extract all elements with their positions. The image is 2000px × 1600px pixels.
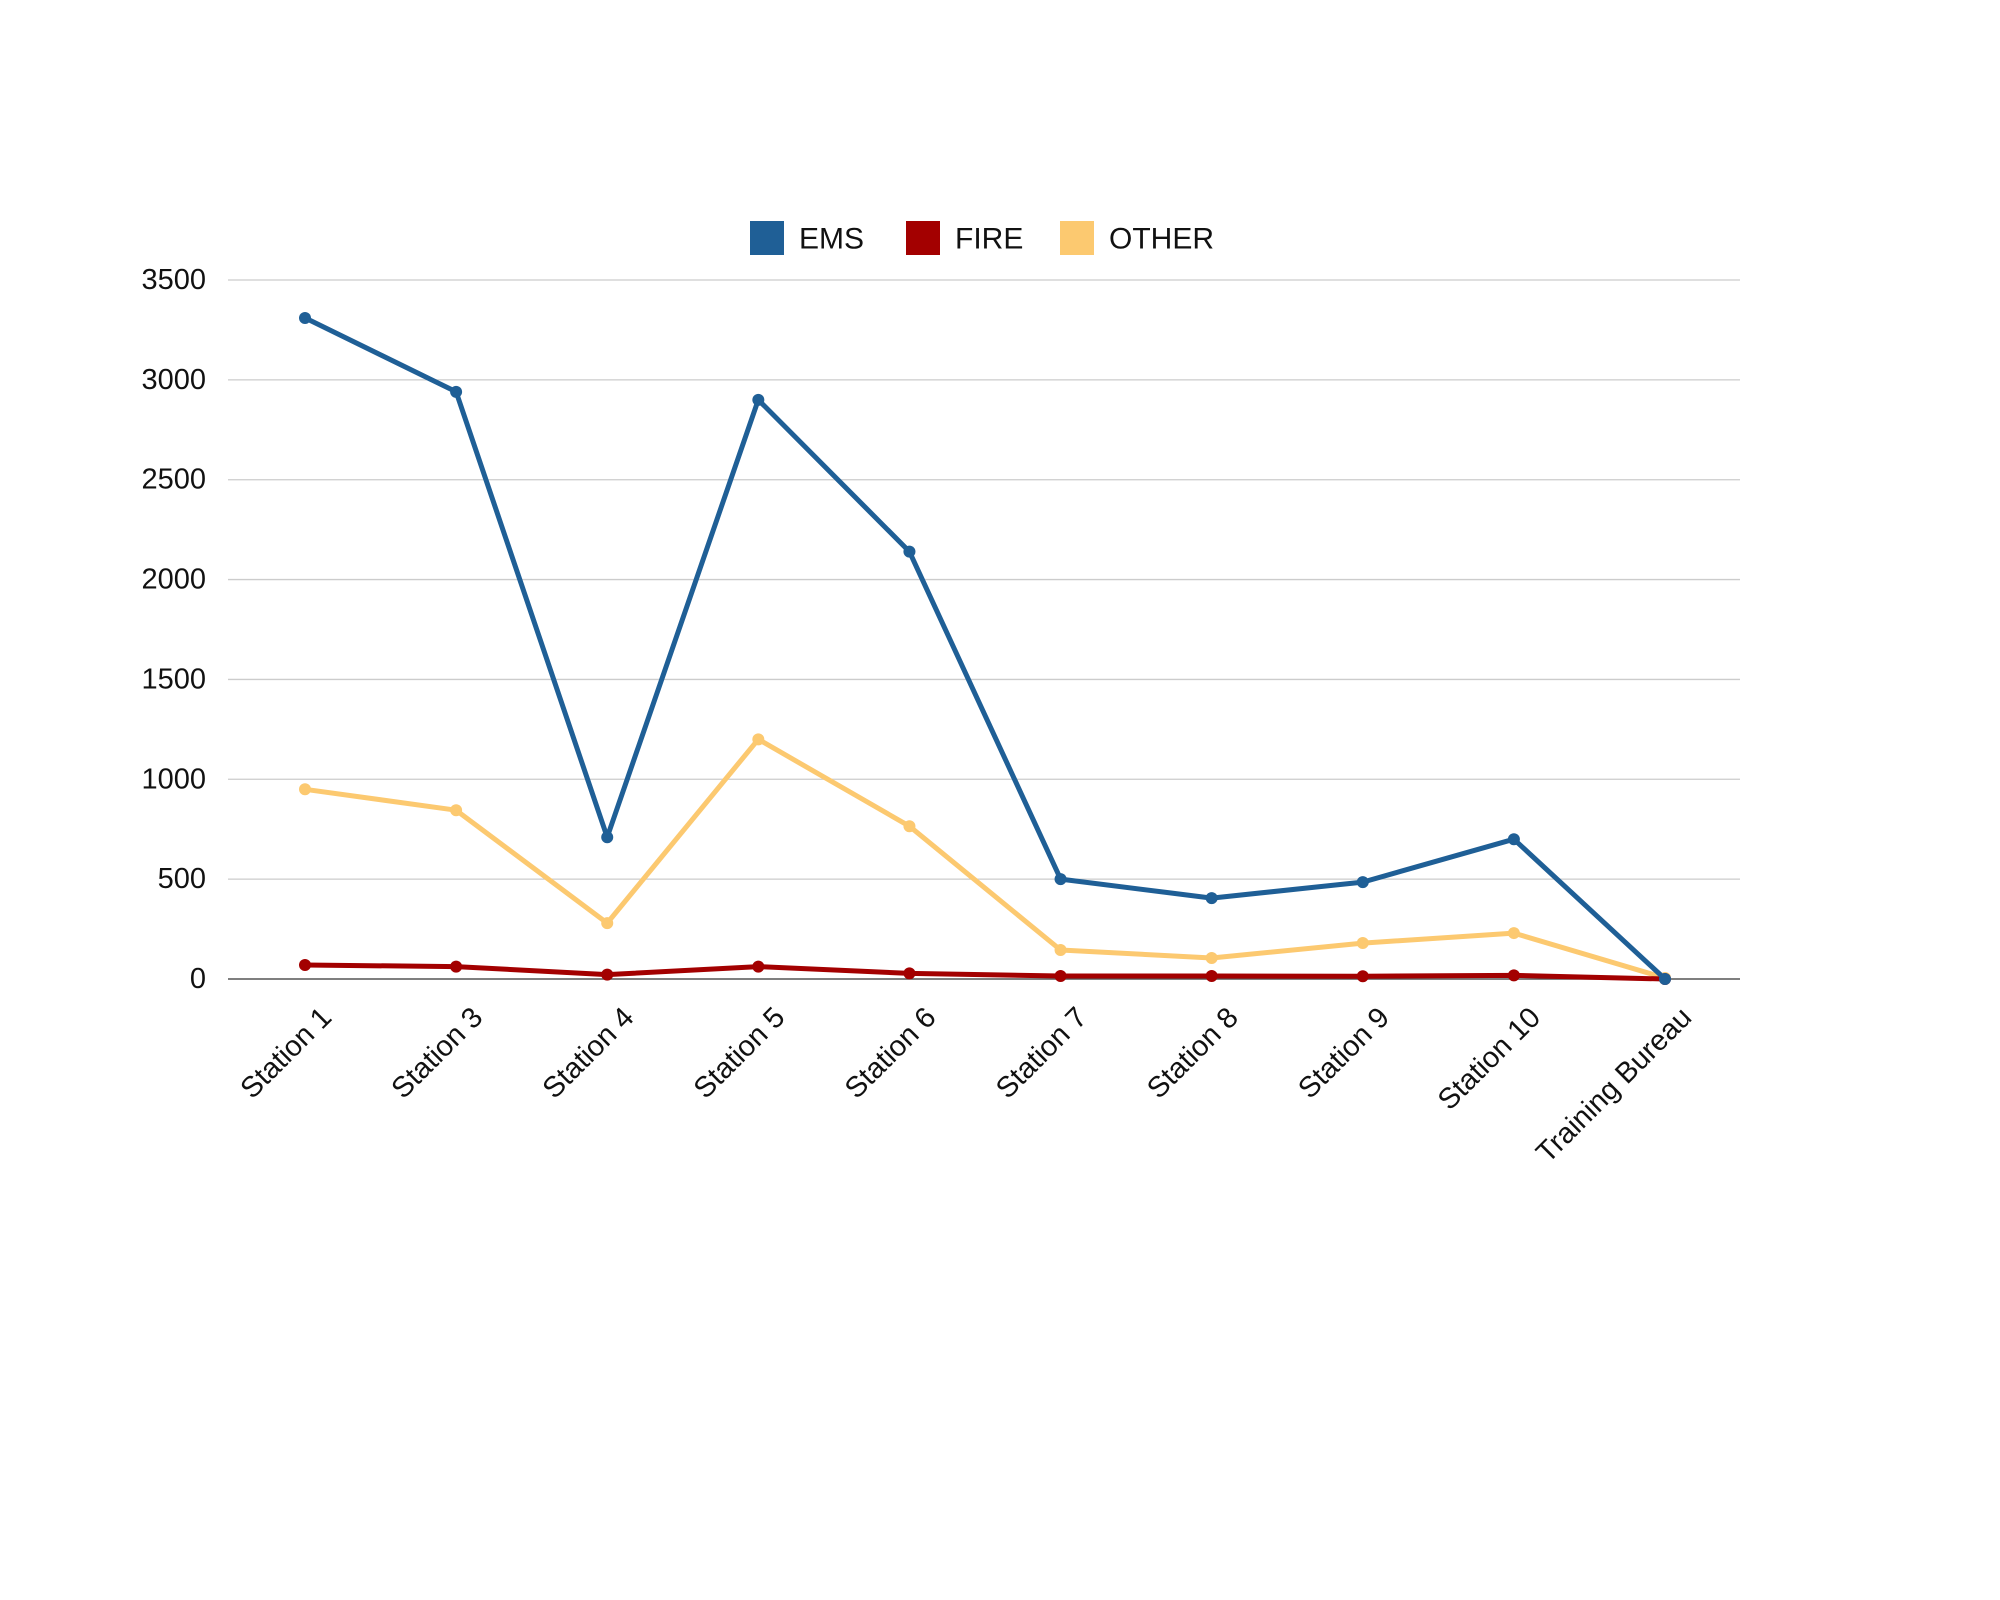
legend-swatch-other [1060,221,1094,255]
data-point-other [1507,927,1520,940]
data-point-ems [1356,876,1369,889]
y-tick-label: 500 [158,863,206,895]
legend-label-other: OTHER [1109,223,1214,256]
series-line-fire [302,962,1668,982]
y-tick-label: 1000 [141,763,206,795]
data-point-ems [1205,892,1218,905]
y-tick-label: 2500 [141,464,206,496]
axes: 0 500 1000 1500 2000 2500 3000 3500 Station 1 Sta… [141,264,1698,1169]
gridlines [228,279,1740,980]
data-point-other [1356,937,1369,950]
data-point-fire [601,968,614,981]
y-tick-label: 2000 [141,564,206,596]
data-point-ems [299,311,311,324]
data-point-other [299,783,311,796]
x-tick-label: Station 7 [990,1001,1094,1105]
data-point-fire [1356,970,1369,983]
data-point-other [752,733,765,746]
data-point-fire [1507,969,1520,982]
x-tick-label: Station 9 [1292,1001,1396,1105]
x-tick-label: Station 8 [1141,1001,1245,1105]
series-line-other [302,736,1668,981]
data-point-other [1205,952,1218,965]
data-point-fire [752,960,765,973]
data-point-other [450,804,463,817]
series-layer [299,311,1671,985]
data-point-other [1054,944,1067,957]
y-tick-label: 3000 [141,364,206,396]
data-point-ems [752,393,765,406]
data-point-fire [1205,970,1218,983]
x-tick-label: Station 1 [235,1001,339,1105]
data-point-ems [601,831,614,844]
y-tick-label: 3500 [141,264,206,296]
data-point-fire [450,960,463,973]
legend-swatch-ems [750,221,784,255]
data-point-ems [903,545,916,558]
x-tick-label: Station 3 [386,1001,490,1105]
data-point-ems [1659,973,1671,985]
data-point-fire [1054,970,1067,983]
legend-label-ems: EMS [799,223,864,256]
legend-swatch-fire [906,221,940,255]
x-tick-label: Training Bureau [1530,1001,1698,1169]
data-point-ems [450,385,463,398]
x-tick-label: Station 5 [688,1001,792,1105]
x-tick-label: Station 6 [839,1001,943,1105]
data-point-ems [1507,833,1520,846]
y-tick-label: 1500 [141,663,206,695]
legend: EMS FIRE OTHER [750,221,1214,256]
series-line-ems [302,315,1668,982]
legend-label-fire: FIRE [955,223,1023,256]
x-tick-label: Station 10 [1432,1001,1547,1116]
x-tick-label: Station 4 [537,1001,641,1105]
data-point-other [601,917,614,930]
data-point-other [903,820,916,833]
data-point-ems [1054,873,1067,886]
y-tick-label: 0 [190,963,206,995]
data-point-fire [299,959,311,972]
data-point-fire [903,967,916,980]
